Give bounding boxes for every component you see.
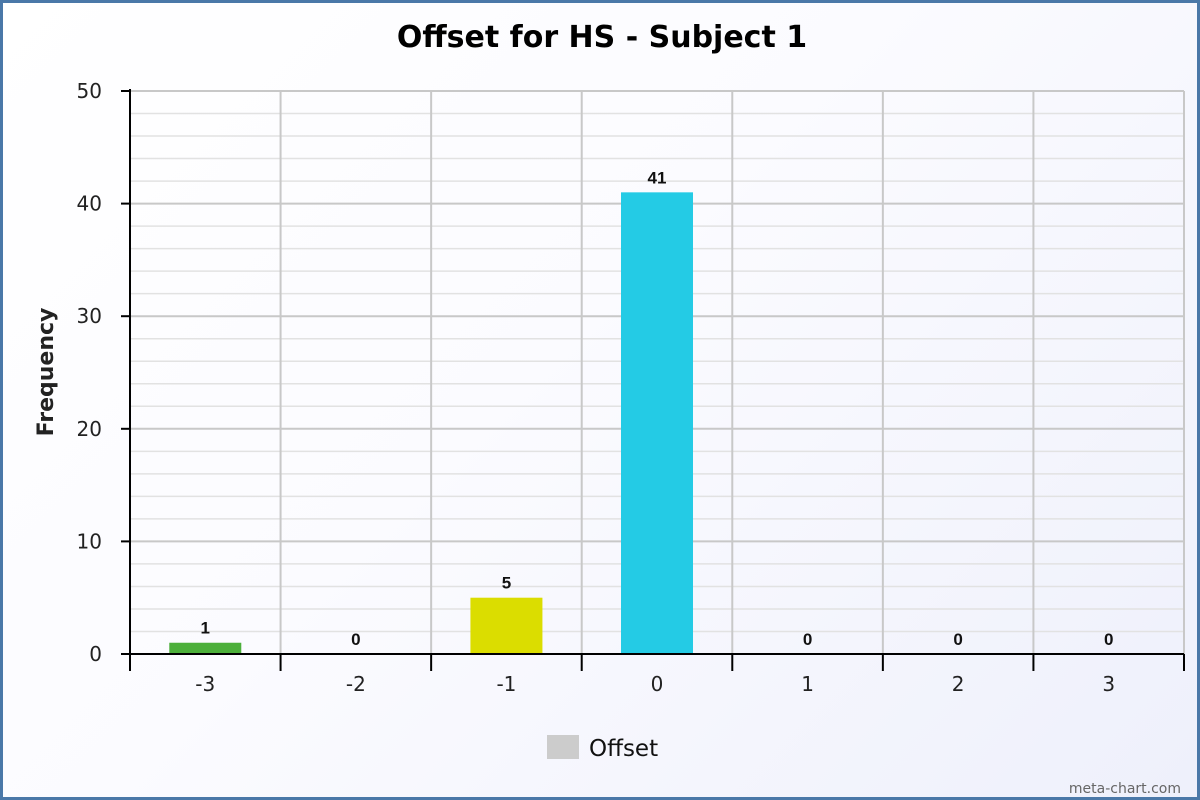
watermark: meta-chart.com <box>1069 781 1181 797</box>
x-tick-label: -3 <box>195 672 215 696</box>
data-label: 5 <box>502 574 511 593</box>
data-label: 0 <box>803 630 812 649</box>
data-labels: 1 0 5 41 0 0 0 <box>201 168 1114 649</box>
data-label: 1 <box>201 619 210 638</box>
y-tick-label: 10 <box>77 529 102 553</box>
bar--1[interactable] <box>470 597 543 654</box>
x-tick-label: -2 <box>346 672 366 696</box>
x-tick-labels: -3 -2 -1 0 1 2 3 <box>195 672 1115 696</box>
legend-swatch <box>547 735 579 759</box>
legend[interactable]: Offset <box>547 735 658 762</box>
bar-0[interactable] <box>621 192 693 654</box>
data-label: 0 <box>351 630 360 649</box>
x-tick-label: 1 <box>801 672 814 696</box>
data-label: 0 <box>953 630 962 649</box>
axes <box>121 89 1185 671</box>
y-tick-label: 40 <box>77 192 102 216</box>
y-tick-labels: 0 10 20 30 40 50 <box>77 79 102 666</box>
chart-title: Offset for HS - Subject 1 <box>397 20 807 55</box>
y-axis-label: Frequency <box>34 308 59 437</box>
y-tick-label: 20 <box>77 417 102 441</box>
bar--3[interactable] <box>169 642 242 654</box>
x-tick-label: 2 <box>952 672 965 696</box>
y-tick-label: 0 <box>89 642 102 666</box>
x-tick-label: 0 <box>651 672 664 696</box>
data-label: 41 <box>648 168 667 187</box>
x-tick-label: 3 <box>1102 672 1115 696</box>
y-tick-label: 30 <box>77 304 102 328</box>
data-label: 0 <box>1104 630 1113 649</box>
bars <box>169 192 693 654</box>
y-tick-label: 50 <box>77 79 102 103</box>
legend-label: Offset <box>589 736 658 762</box>
x-tick-label: -1 <box>496 672 516 696</box>
